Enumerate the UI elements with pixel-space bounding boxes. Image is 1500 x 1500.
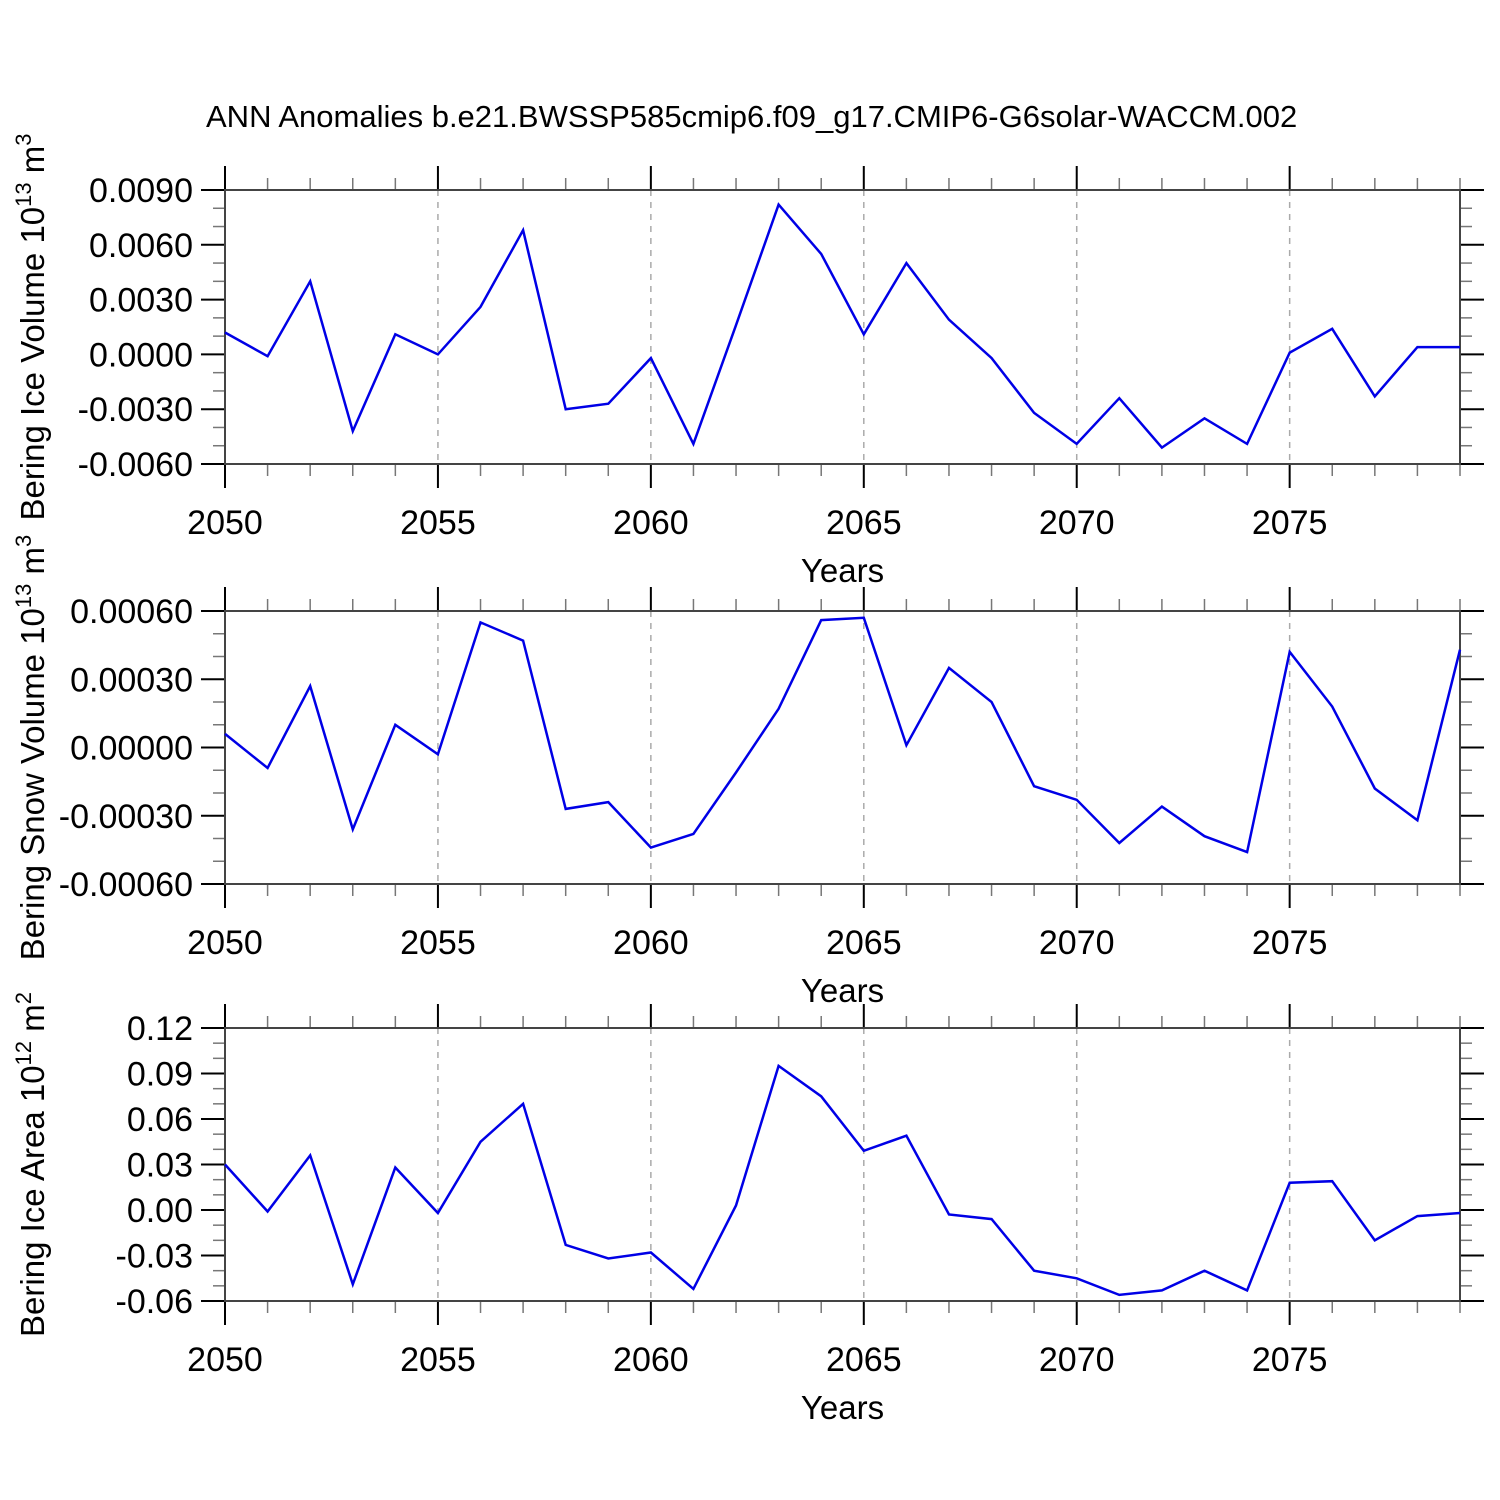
x-tick-label: 2070 [1039,504,1115,542]
y-tick-label: 0.0090 [89,172,193,210]
x-tick-label: 2060 [613,924,689,962]
y-tick-label: 0.00060 [70,593,193,631]
bering-ice-area-line [224,1063,1461,1297]
x-tick-label: 2055 [400,504,476,542]
y-axis-title: Bering Snow Volume 1013 m3 [11,535,51,961]
y-tick-label: 0.03 [127,1147,193,1185]
y-tick-label: -0.03 [116,1238,194,1276]
plot-frame [224,1027,1461,1302]
x-axis-title: Years [801,972,884,1009]
y-tick-label: 0.00030 [70,661,193,699]
y-tick-label: 0.06 [127,1101,193,1139]
x-tick-label: 2060 [613,1341,689,1379]
y-tick-label: 0.0060 [89,227,193,265]
x-tick-label: 2065 [826,1341,902,1379]
y-tick-label: -0.00060 [59,866,193,904]
chart-title: ANN Anomalies b.e21.BWSSP585cmip6.f09_g1… [206,99,1298,134]
x-axis-title: Years [801,1389,884,1426]
x-tick-label: 2075 [1252,924,1328,962]
x-tick-label: 2075 [1252,1341,1328,1379]
y-axis-title: Bering Ice Volume 1013 m3 [11,133,51,520]
y-axis-title: Bering Ice Area 1012 m2 [11,992,51,1337]
y-tick-label: -0.0030 [78,391,193,429]
y-tick-label: -0.06 [116,1283,194,1321]
y-tick-label: 0.0030 [89,282,193,320]
x-tick-label: 2065 [826,924,902,962]
x-tick-label: 2075 [1252,504,1328,542]
x-tick-label: 2050 [187,1341,263,1379]
y-tick-label: -0.0060 [78,446,193,484]
x-axis-title: Years [801,552,884,589]
x-tick-label: 2050 [187,924,263,962]
bering-ice-volume-line [224,202,1460,450]
x-tick-label: 2055 [400,1341,476,1379]
x-tick-label: 2070 [1039,924,1115,962]
y-tick-label: 0.00 [127,1192,193,1230]
x-tick-label: 2050 [187,504,263,542]
x-tick-label: 2060 [613,504,689,542]
x-tick-label: 2070 [1039,1341,1115,1379]
x-tick-label: 2065 [826,504,902,542]
bering-snow-volume-line [224,616,1462,854]
plot-frame [224,610,1461,885]
y-tick-label: 0.00000 [70,730,193,768]
y-tick-label: -0.00030 [59,798,193,836]
y-tick-label: 0.0000 [89,336,193,374]
plot-frame [224,189,1461,465]
y-tick-label: 0.12 [127,1010,193,1048]
y-tick-label: 0.09 [127,1056,193,1094]
x-tick-label: 2055 [400,924,476,962]
